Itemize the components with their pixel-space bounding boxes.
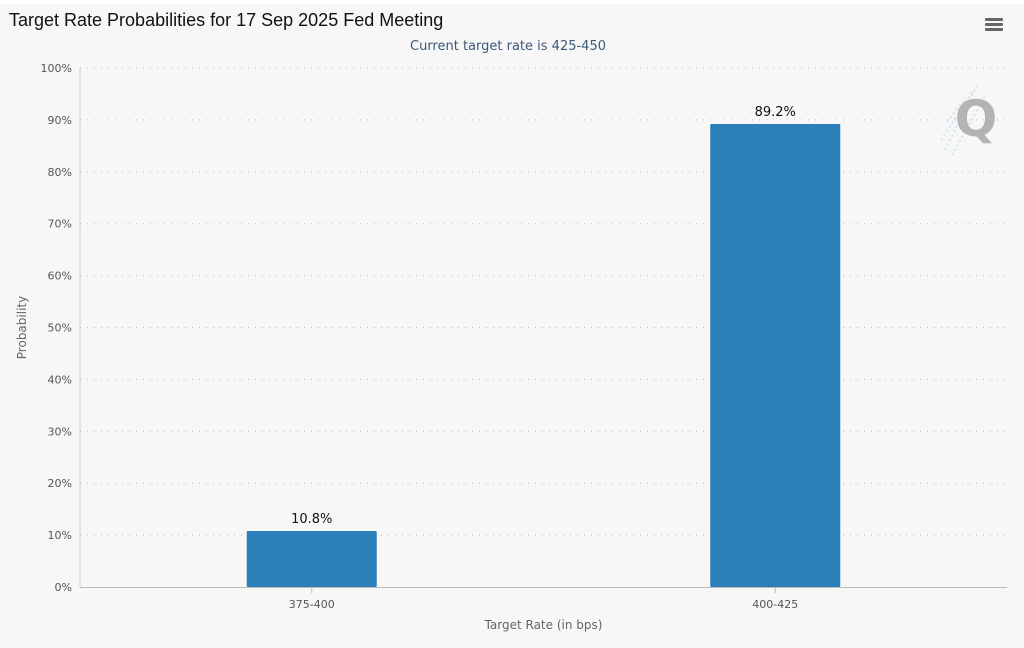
y-tick-label: 50% xyxy=(48,322,72,335)
logo-watermark: Q xyxy=(940,83,998,156)
axes: 0% 10% 20% 30% 40% 50% 60% 70% 80% 90% 100% 375-400… xyxy=(41,62,1007,611)
menu-bar-icon xyxy=(985,23,1003,26)
y-tick-label: 20% xyxy=(48,477,72,490)
top-strip xyxy=(0,0,1024,4)
hamburger-menu-icon[interactable] xyxy=(980,12,1008,38)
data-label: 89.2% xyxy=(755,105,796,120)
bars xyxy=(246,124,841,587)
y-tick-label: 0% xyxy=(55,581,72,594)
menu-bar-icon xyxy=(985,18,1003,21)
y-tick-label: 100% xyxy=(41,62,72,75)
x-tick-label: 400-425 xyxy=(752,598,798,611)
chart-title: Target Rate Probabilities for 17 Sep 202… xyxy=(9,10,444,30)
y-tick-label: 70% xyxy=(48,218,72,231)
data-label: 10.8% xyxy=(291,512,332,527)
logo-glyph: Q xyxy=(955,90,998,148)
data-labels: 10.8% 89.2% xyxy=(291,105,796,527)
logo-streak xyxy=(944,83,979,151)
y-tick-label: 90% xyxy=(48,114,72,127)
menu-bar-icon xyxy=(985,28,1003,31)
x-axis-title: Target Rate (in bps) xyxy=(484,618,603,632)
bar-400-425[interactable] xyxy=(710,124,841,587)
chart-subtitle: Current target rate is 425-450 xyxy=(410,39,606,54)
logo-streak xyxy=(946,97,967,123)
y-tick-label: 30% xyxy=(48,425,72,438)
x-tick-label: 375-400 xyxy=(289,598,335,611)
logo-streak xyxy=(951,95,986,156)
grid-lines xyxy=(80,67,1007,536)
y-tick-label: 40% xyxy=(48,373,72,386)
y-tick-label: 60% xyxy=(48,270,72,283)
bar-375-400[interactable] xyxy=(246,530,377,587)
y-tick-label: 80% xyxy=(48,166,72,179)
y-axis-title: Probability xyxy=(15,296,29,359)
y-tick-label: 10% xyxy=(48,529,72,542)
